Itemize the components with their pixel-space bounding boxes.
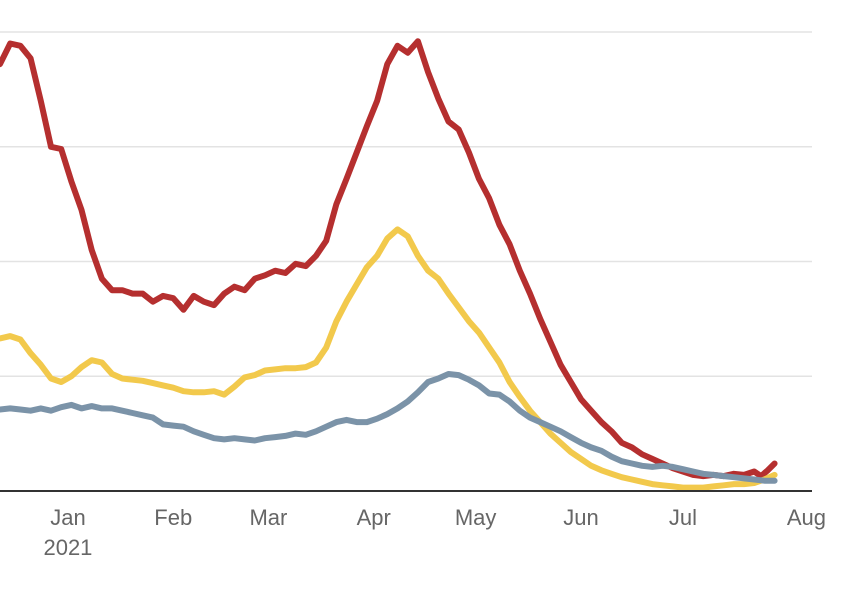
x-tick-label: Jul xyxy=(669,505,697,530)
x-tick-labels: Jan 2021 Feb Mar Apr May Jun Jul Aug xyxy=(43,505,826,560)
x-tick-label: Mar xyxy=(249,505,287,530)
x-tick-label: Jan xyxy=(50,505,85,530)
x-tick-sublabel: 2021 xyxy=(43,535,92,560)
x-tick-label: May xyxy=(455,505,497,530)
x-tick-label: Jun xyxy=(563,505,598,530)
x-tick-label: Aug xyxy=(787,505,826,530)
series-line-1 xyxy=(0,38,778,480)
x-tick-label: Feb xyxy=(154,505,192,530)
x-tick-label: Apr xyxy=(357,505,391,530)
series-line-2 xyxy=(0,226,778,491)
series-line-3 xyxy=(0,371,778,484)
gridlines xyxy=(0,31,812,377)
series-lines xyxy=(0,38,778,491)
